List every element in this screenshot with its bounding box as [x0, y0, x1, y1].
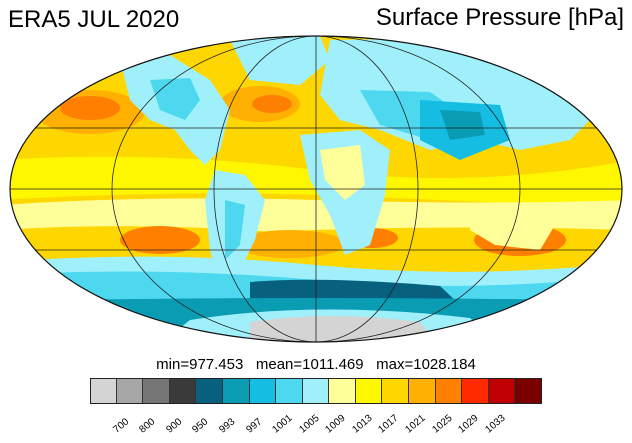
- colorbar-tick-label: 700: [110, 416, 131, 436]
- colorbar-tick-label: 1029: [456, 412, 481, 436]
- colorbar-tick-label: 1013: [350, 412, 375, 436]
- colorbar-tick-label: 1005: [297, 412, 322, 436]
- colorbar-cell: [409, 378, 436, 404]
- colorbar: [90, 378, 542, 404]
- colorbar-cell: [515, 378, 542, 404]
- colorbar-tick-label: 997: [243, 416, 264, 436]
- colorbar-cell: [462, 378, 489, 404]
- colorbar-tick-label: 1001: [270, 412, 295, 436]
- colorbar-tick-label: 1017: [376, 412, 402, 436]
- colorbar-tick-label: 1009: [323, 412, 348, 436]
- globe-outline: [9, 35, 623, 343]
- colorbar-cell: [355, 378, 383, 404]
- colorbar-tick-label: 1021: [403, 412, 428, 436]
- colorbar-cell: [196, 378, 223, 404]
- colorbar-cell: [329, 378, 356, 404]
- colorbar-ticks: 700 800 900 950 993 997 1001 1005 1009 1013 1017 10…: [90, 406, 542, 440]
- min-label: min=: [156, 356, 190, 373]
- colorbar-tick-label: 950: [190, 416, 211, 436]
- colorbar-tick-label: 1033: [483, 412, 508, 436]
- colorbar-cell: [222, 378, 250, 404]
- mean-label: mean=: [255, 356, 303, 373]
- colorbar-cell: [488, 378, 516, 404]
- colorbar-cell: [249, 378, 277, 404]
- colorbar-cell: [382, 378, 410, 404]
- min-value: 977.453: [189, 356, 244, 373]
- world-map: [9, 35, 623, 343]
- mean-value: 1011.469: [302, 356, 364, 373]
- colorbar-cell: [116, 378, 144, 404]
- colorbar-cell: [90, 378, 117, 404]
- colorbar-cell: [276, 378, 303, 404]
- colorbar-cell: [302, 378, 330, 404]
- colorbar-cell: [435, 378, 463, 404]
- colorbar-tick-label: 993: [217, 416, 238, 436]
- colorbar-cell: [143, 378, 170, 404]
- colorbar-cell: [169, 378, 197, 404]
- title-date: ERA5 JUL 2020: [8, 6, 180, 33]
- colorbar-tick-label: 900: [164, 416, 185, 436]
- max-label: max=: [376, 356, 414, 373]
- colorbar-frame: [90, 378, 542, 404]
- max-value: 1028.184: [413, 356, 476, 373]
- colorbar-tick-label: 800: [137, 416, 158, 436]
- title-variable: Surface Pressure [hPa]: [375, 4, 624, 31]
- colorbar-tick-label: 1025: [430, 412, 455, 436]
- stats-line: min=977.453 mean=1011.469 max=1028.184: [0, 356, 632, 373]
